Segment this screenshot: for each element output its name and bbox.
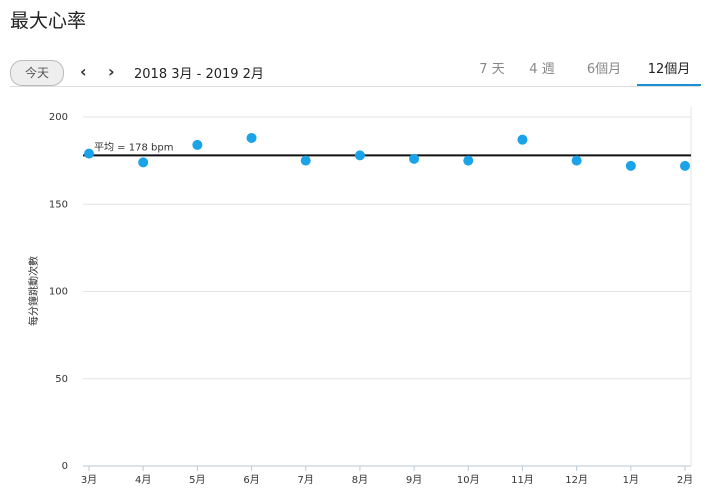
x-tick-label: 2月 xyxy=(677,474,693,486)
point xyxy=(625,160,636,171)
x-tick-label: 12月 xyxy=(565,474,588,486)
tab[interactable]: 7 天 xyxy=(479,62,505,77)
y-axis-title: 每分鐘跳動次數 xyxy=(27,256,40,326)
next-arrow[interactable]: › xyxy=(108,62,115,81)
tab[interactable]: 4 週 xyxy=(529,62,555,77)
x-tick-label: 7月 xyxy=(298,474,314,486)
today-button[interactable]: 今天 xyxy=(10,60,64,86)
y-tick-label: 0 xyxy=(62,461,68,472)
y-tick-label: 50 xyxy=(55,374,68,385)
x-tick-label: 11月 xyxy=(511,474,534,486)
point xyxy=(680,160,690,171)
x-tick-label: 4月 xyxy=(135,474,151,486)
point xyxy=(300,155,311,166)
x-tick-label: 6月 xyxy=(243,474,259,486)
x-tick-label: 10月 xyxy=(457,474,480,486)
point xyxy=(517,134,528,145)
point xyxy=(409,153,420,164)
tab[interactable]: 6個月 xyxy=(586,62,622,77)
point xyxy=(138,157,149,168)
y-tick-label: 100 xyxy=(49,287,68,298)
prev-arrow[interactable]: ‹ xyxy=(80,62,87,81)
point xyxy=(192,139,203,150)
point xyxy=(84,148,94,159)
header-rule xyxy=(10,86,700,87)
y-tick-label: 200 xyxy=(49,112,68,123)
x-tick-label: 8月 xyxy=(352,474,368,486)
point xyxy=(354,150,365,161)
y-tick-label: 150 xyxy=(49,199,68,210)
tab-selected[interactable]: 12個月 xyxy=(637,60,701,86)
date-range: 2018 3月 - 2019 2月 xyxy=(134,67,264,82)
point xyxy=(246,132,257,143)
point xyxy=(463,155,474,166)
x-tick-label: 9月 xyxy=(406,474,422,486)
x-tick-label: 5月 xyxy=(189,474,205,486)
x-tick-label: 1月 xyxy=(623,474,639,486)
point xyxy=(571,155,582,166)
page-title: 最大心率 xyxy=(10,10,87,32)
x-tick-label: 3月 xyxy=(81,474,97,486)
average-label: 平均 = 178 bpm xyxy=(94,141,173,153)
